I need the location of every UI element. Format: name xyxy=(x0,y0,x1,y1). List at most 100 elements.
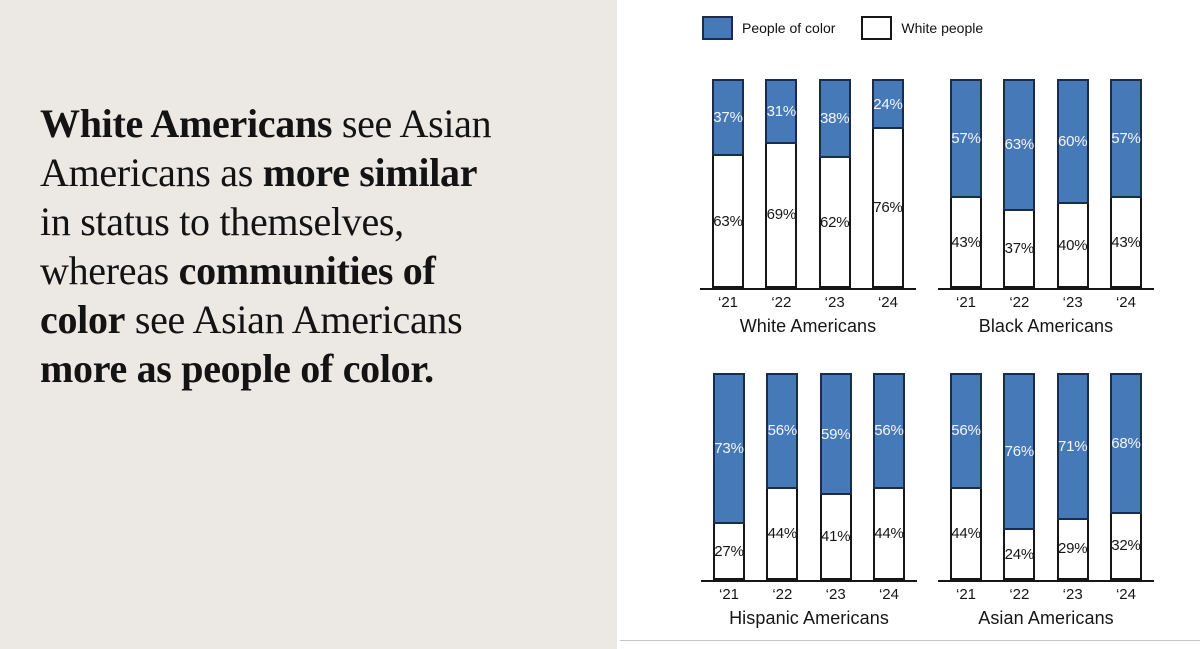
bars-area: 57% 43% 63% 37% 60% 40% 57% 43% xyxy=(938,79,1154,288)
segment-white-people: 24% xyxy=(1003,530,1036,580)
value-label-poc: 59% xyxy=(820,425,851,443)
segment-white-people: 44% xyxy=(950,488,982,580)
x-axis-line xyxy=(701,580,917,582)
value-label-poc: 71% xyxy=(1057,437,1088,455)
stacked-bar: 56% 44% xyxy=(766,373,799,580)
value-label-white: 69% xyxy=(766,206,797,224)
segment-white-people: 40% xyxy=(1056,204,1089,288)
x-axis-line xyxy=(938,288,1154,290)
value-label-poc: 38% xyxy=(819,110,850,128)
charts-panel: People of color White people 37% 63% 31% 69%… xyxy=(617,0,1200,649)
headline-line: color see Asian Americans xyxy=(40,295,491,344)
value-label-white: 44% xyxy=(951,524,981,542)
stacked-bar: 57% 43% xyxy=(1109,79,1142,288)
headline-text: White Americans xyxy=(40,101,333,146)
stacked-bar: 57% 43% xyxy=(950,79,982,288)
headline-line: whereas communities of xyxy=(40,246,491,295)
chart-black-americans: 57% 43% 63% 37% 60% 40% 57% 43% ‘21 ‘22 ‘23 ‘24 Blac… xyxy=(938,79,1154,337)
x-tick-label: ‘24 xyxy=(878,586,899,603)
chart-asian-americans: 56% 44% 76% 24% 71% 29% 68% 32% ‘21 ‘22 ‘23 ‘24 Asia… xyxy=(938,373,1154,629)
value-label-white: 62% xyxy=(819,213,850,231)
value-label-poc: 76% xyxy=(1004,443,1035,461)
segment-people-of-color: 59% xyxy=(819,373,852,496)
stacked-bar: 60% 40% xyxy=(1056,79,1089,288)
value-label-white: 24% xyxy=(1004,545,1035,563)
headline-line: in status to themselves, xyxy=(40,197,491,246)
segment-people-of-color: 68% xyxy=(1109,373,1142,514)
x-axis-labels: ‘21 ‘22 ‘23 ‘24 xyxy=(701,586,917,603)
segment-white-people: 69% xyxy=(765,143,798,288)
x-axis-labels: ‘21 ‘22 ‘23 ‘24 xyxy=(938,294,1154,311)
headline-text: more similar xyxy=(262,150,478,195)
segment-white-people: 32% xyxy=(1109,513,1142,580)
stacked-bar: 76% 24% xyxy=(1003,373,1036,580)
x-tick-label: ‘24 xyxy=(1115,586,1136,603)
legend-swatch-white-people xyxy=(861,16,893,40)
segment-white-people: 41% xyxy=(819,495,852,580)
value-label-poc: 56% xyxy=(767,422,798,440)
segment-people-of-color: 24% xyxy=(871,79,904,130)
segment-people-of-color: 56% xyxy=(872,373,905,489)
legend-item-white-people: White people xyxy=(861,16,983,40)
value-label-white: 29% xyxy=(1057,540,1088,558)
segment-people-of-color: 57% xyxy=(1109,79,1142,199)
stacked-bar: 59% 41% xyxy=(819,373,852,580)
legend-label: White people xyxy=(901,20,984,36)
x-tick-label: ‘22 xyxy=(771,294,792,311)
headline-text: more as people of color. xyxy=(40,346,434,391)
legend-swatch-people-of-color xyxy=(702,16,733,40)
segment-people-of-color: 71% xyxy=(1056,373,1089,520)
x-tick-label: ‘23 xyxy=(824,294,845,311)
chart-legend: People of color White people xyxy=(702,16,983,40)
x-axis-labels: ‘21 ‘22 ‘23 ‘24 xyxy=(938,586,1154,603)
stacked-bar: 56% 44% xyxy=(950,373,982,580)
segment-white-people: 63% xyxy=(712,156,744,288)
segment-white-people: 44% xyxy=(872,488,905,580)
x-tick-label: ‘24 xyxy=(877,294,898,311)
segment-people-of-color: 63% xyxy=(1003,79,1036,211)
value-label-poc: 56% xyxy=(874,422,904,440)
chart-title: White Americans xyxy=(739,316,877,336)
stacked-bar: 71% 29% xyxy=(1056,373,1089,580)
value-label-white: 44% xyxy=(874,524,904,542)
legend-item-people-of-color: People of color xyxy=(702,16,835,40)
stacked-bar: 63% 37% xyxy=(1003,79,1036,288)
value-label-white: 63% xyxy=(713,212,743,230)
value-label-white: 43% xyxy=(1111,233,1141,251)
segment-people-of-color: 60% xyxy=(1056,79,1089,205)
segment-white-people: 44% xyxy=(766,488,799,580)
headline-text: in status to themselves, xyxy=(40,199,404,244)
chart-title: Asian Americans xyxy=(978,608,1114,628)
value-label-poc: 57% xyxy=(951,130,981,148)
headline-text: whereas xyxy=(40,248,179,293)
x-axis-line xyxy=(700,288,916,290)
stacked-bar: 38% 62% xyxy=(818,79,851,288)
chart-title: Hispanic Americans xyxy=(729,608,889,628)
value-label-poc: 73% xyxy=(714,440,744,458)
headline-text: see Asian Americans xyxy=(125,297,463,342)
value-label-white: 27% xyxy=(714,542,744,560)
x-axis-labels: ‘21 ‘22 ‘23 ‘24 xyxy=(700,294,916,311)
bars-area: 56% 44% 76% 24% 71% 29% 68% 32% xyxy=(938,373,1154,580)
value-label-poc: 63% xyxy=(1004,136,1035,154)
stacked-bar: 24% 76% xyxy=(871,79,904,288)
segment-white-people: 62% xyxy=(818,158,851,288)
x-tick-label: ‘21 xyxy=(718,586,740,603)
x-tick-label: ‘22 xyxy=(1009,294,1030,311)
segment-white-people: 29% xyxy=(1056,519,1089,580)
headline-text: see Asian xyxy=(332,101,492,146)
bars-area: 37% 63% 31% 69% 38% 62% 24% 76% xyxy=(700,79,916,288)
divider-line xyxy=(620,640,1200,641)
segment-people-of-color: 56% xyxy=(950,373,982,489)
value-label-poc: 24% xyxy=(873,95,903,113)
x-axis-line xyxy=(938,580,1154,582)
segment-people-of-color: 56% xyxy=(766,373,799,489)
headline-text: communities of xyxy=(178,248,436,293)
value-label-poc: 60% xyxy=(1057,133,1088,151)
x-tick-label: ‘22 xyxy=(772,586,793,603)
value-label-white: 40% xyxy=(1057,236,1088,254)
chart-hispanic-americans: 73% 27% 56% 44% 59% 41% 56% 44% ‘21 ‘22 ‘23 ‘24 Hisp… xyxy=(701,373,917,629)
x-tick-label: ‘23 xyxy=(825,586,846,603)
value-label-white: 32% xyxy=(1111,537,1141,555)
